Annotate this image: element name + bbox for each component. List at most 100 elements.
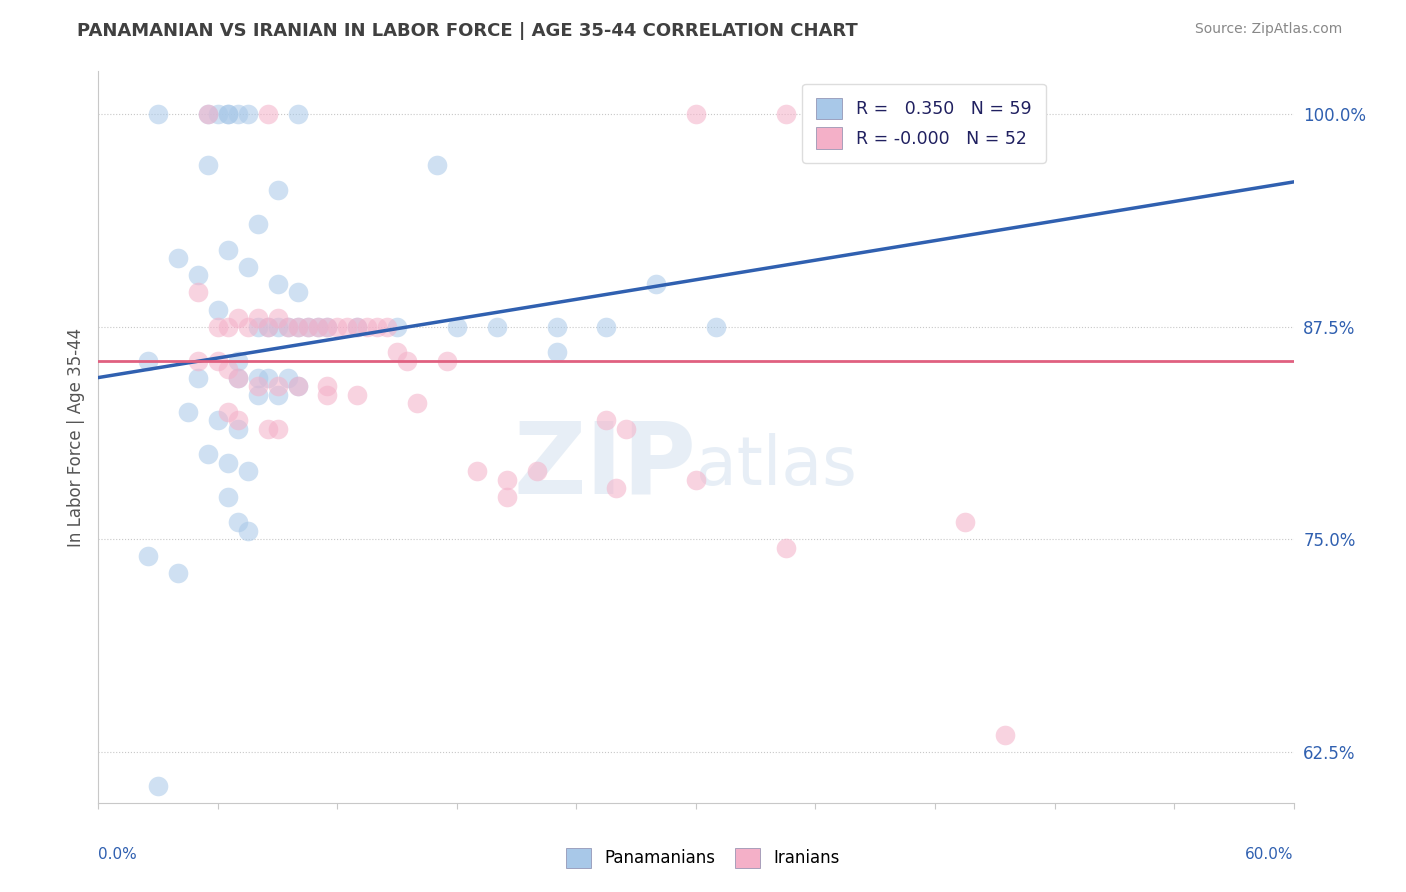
Point xyxy=(307,319,329,334)
Point xyxy=(316,319,339,334)
Legend: R =   0.350   N = 59, R = -0.000   N = 52: R = 0.350 N = 59, R = -0.000 N = 52 xyxy=(803,84,1046,162)
Point xyxy=(246,387,269,401)
Point xyxy=(256,107,278,121)
Text: 0.0%: 0.0% xyxy=(98,847,138,862)
Point xyxy=(396,353,419,368)
Point xyxy=(217,319,239,334)
Point xyxy=(197,107,219,121)
Point xyxy=(346,319,368,334)
Point xyxy=(267,319,290,334)
Point xyxy=(277,370,299,384)
Point xyxy=(526,464,548,478)
Point xyxy=(465,464,488,478)
Point xyxy=(865,107,887,121)
Point xyxy=(346,319,368,334)
Point xyxy=(207,413,229,427)
Point xyxy=(326,319,349,334)
Point xyxy=(366,319,388,334)
Point xyxy=(187,285,209,300)
Point xyxy=(197,158,219,172)
Point xyxy=(226,421,249,435)
Point xyxy=(356,319,378,334)
Point xyxy=(236,464,259,478)
Point xyxy=(246,311,269,326)
Point xyxy=(177,404,200,418)
Point xyxy=(267,387,290,401)
Point xyxy=(595,319,617,334)
Point xyxy=(226,370,249,384)
Point xyxy=(217,107,239,121)
Text: PANAMANIAN VS IRANIAN IN LABOR FORCE | AGE 35-44 CORRELATION CHART: PANAMANIAN VS IRANIAN IN LABOR FORCE | A… xyxy=(77,22,858,40)
Point xyxy=(316,319,339,334)
Point xyxy=(645,277,668,291)
Point xyxy=(406,396,429,410)
Point xyxy=(217,243,239,257)
Point xyxy=(217,490,239,504)
Point xyxy=(346,387,368,401)
Point xyxy=(385,319,409,334)
Text: 60.0%: 60.0% xyxy=(1246,847,1294,862)
Point xyxy=(426,158,449,172)
Text: atlas: atlas xyxy=(696,434,856,500)
Point xyxy=(256,319,278,334)
Point xyxy=(226,107,249,121)
Point xyxy=(267,183,290,197)
Point xyxy=(236,524,259,538)
Point xyxy=(287,379,309,393)
Point xyxy=(495,490,517,504)
Point xyxy=(495,473,517,487)
Point xyxy=(226,311,249,326)
Point xyxy=(436,353,458,368)
Point xyxy=(685,473,707,487)
Point xyxy=(246,379,269,393)
Point xyxy=(226,413,249,427)
Point xyxy=(614,421,637,435)
Point xyxy=(148,107,170,121)
Point xyxy=(246,319,269,334)
Point xyxy=(267,311,290,326)
Point xyxy=(236,319,259,334)
Point xyxy=(226,370,249,384)
Point xyxy=(287,379,309,393)
Point xyxy=(217,362,239,376)
Point xyxy=(546,319,568,334)
Point xyxy=(316,379,339,393)
Point xyxy=(287,319,309,334)
Point xyxy=(375,319,398,334)
Point xyxy=(605,481,627,495)
Text: Source: ZipAtlas.com: Source: ZipAtlas.com xyxy=(1195,22,1343,37)
Point xyxy=(307,319,329,334)
Point xyxy=(775,107,797,121)
Point xyxy=(685,107,707,121)
Point xyxy=(994,728,1017,742)
Point xyxy=(256,421,278,435)
Point xyxy=(217,404,239,418)
Point xyxy=(953,515,976,529)
Point xyxy=(287,107,309,121)
Point xyxy=(136,549,159,563)
Point xyxy=(704,319,727,334)
Point xyxy=(246,218,269,232)
Point xyxy=(267,421,290,435)
Point xyxy=(207,302,229,317)
Point xyxy=(316,387,339,401)
Point xyxy=(297,319,319,334)
Point xyxy=(246,370,269,384)
Point xyxy=(287,285,309,300)
Point xyxy=(256,319,278,334)
Point xyxy=(207,353,229,368)
Point xyxy=(446,319,468,334)
Point xyxy=(236,107,259,121)
Point xyxy=(287,319,309,334)
Point xyxy=(277,319,299,334)
Point xyxy=(385,345,409,359)
Point xyxy=(236,260,259,274)
Point xyxy=(207,107,229,121)
Point xyxy=(187,268,209,283)
Point xyxy=(267,277,290,291)
Point xyxy=(546,345,568,359)
Point xyxy=(217,107,239,121)
Text: ZIP: ZIP xyxy=(513,417,696,515)
Point xyxy=(775,541,797,555)
Legend: Panamanians, Iranians: Panamanians, Iranians xyxy=(560,841,846,875)
